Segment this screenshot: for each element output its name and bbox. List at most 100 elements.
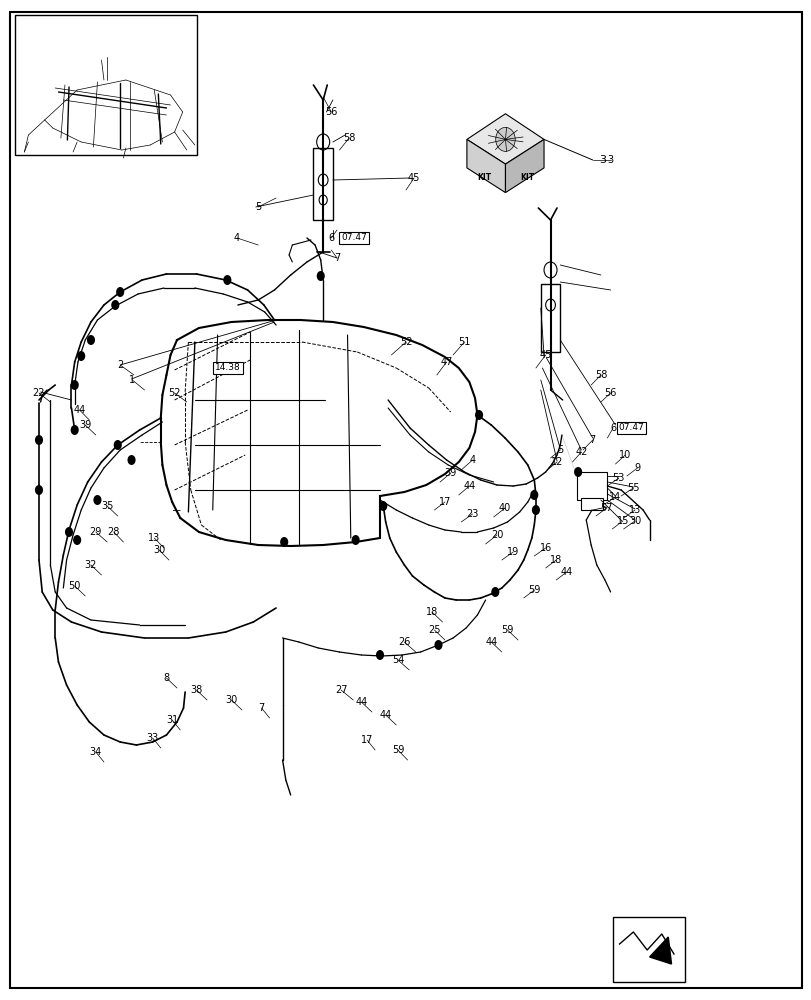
- Circle shape: [474, 410, 483, 420]
- Circle shape: [280, 537, 288, 547]
- Circle shape: [375, 650, 384, 660]
- Text: 14: 14: [608, 492, 621, 502]
- Text: 25: 25: [427, 625, 440, 635]
- Text: 26: 26: [397, 637, 410, 647]
- Text: 44: 44: [462, 481, 475, 491]
- Text: 55: 55: [626, 483, 639, 493]
- Text: 54: 54: [391, 655, 404, 665]
- Circle shape: [316, 271, 324, 281]
- Text: 33: 33: [146, 733, 159, 743]
- Bar: [576, 472, 607, 500]
- Bar: [313, 148, 333, 220]
- Circle shape: [35, 435, 43, 445]
- Text: 1: 1: [129, 375, 135, 385]
- Polygon shape: [466, 139, 504, 193]
- Text: 31: 31: [165, 715, 178, 725]
- Circle shape: [573, 467, 581, 477]
- Circle shape: [93, 495, 101, 505]
- Text: KIT: KIT: [476, 173, 491, 182]
- Text: 27: 27: [334, 685, 347, 695]
- Text: 40: 40: [498, 503, 511, 513]
- Circle shape: [379, 501, 387, 511]
- Text: 12: 12: [550, 457, 563, 467]
- Polygon shape: [649, 937, 671, 964]
- Circle shape: [87, 335, 95, 345]
- Text: 22: 22: [32, 388, 45, 398]
- Text: 42: 42: [574, 447, 587, 457]
- Text: 7: 7: [333, 253, 340, 263]
- Circle shape: [71, 425, 79, 435]
- Text: 3: 3: [607, 155, 613, 165]
- Text: 10: 10: [618, 450, 631, 460]
- Text: 58: 58: [594, 370, 607, 380]
- Circle shape: [434, 640, 442, 650]
- Text: 39: 39: [444, 468, 457, 478]
- Text: 30: 30: [628, 516, 641, 526]
- Text: 17: 17: [438, 497, 451, 507]
- Text: 7: 7: [258, 703, 264, 713]
- Text: 56: 56: [324, 107, 337, 117]
- Circle shape: [531, 505, 539, 515]
- Text: 44: 44: [354, 697, 367, 707]
- Text: 30: 30: [152, 545, 165, 555]
- Circle shape: [223, 275, 231, 285]
- Text: 59: 59: [500, 625, 513, 635]
- Text: 45: 45: [407, 173, 420, 183]
- Text: 9: 9: [633, 463, 640, 473]
- Bar: [15, 15, 197, 155]
- Circle shape: [351, 535, 359, 545]
- Text: 13: 13: [628, 505, 641, 515]
- Text: 14.38: 14.38: [215, 363, 241, 372]
- Text: 57: 57: [599, 503, 612, 513]
- Text: 51: 51: [457, 337, 470, 347]
- Circle shape: [491, 587, 499, 597]
- Text: 17: 17: [360, 735, 373, 745]
- Circle shape: [35, 485, 43, 495]
- Text: 44: 44: [73, 405, 86, 415]
- Text: 3: 3: [599, 155, 605, 165]
- Text: 52: 52: [399, 337, 412, 347]
- Text: 56: 56: [603, 388, 616, 398]
- Text: 13: 13: [148, 533, 161, 543]
- Text: 30: 30: [225, 695, 238, 705]
- Text: 38: 38: [190, 685, 203, 695]
- Text: 8: 8: [163, 673, 169, 683]
- Text: 16: 16: [539, 543, 551, 553]
- Circle shape: [114, 440, 122, 450]
- Text: 29: 29: [89, 527, 102, 537]
- Circle shape: [65, 527, 73, 537]
- Text: 45: 45: [539, 350, 551, 360]
- Text: 20: 20: [490, 530, 503, 540]
- Bar: [580, 498, 603, 510]
- Text: 39: 39: [79, 420, 92, 430]
- Text: 32: 32: [84, 560, 97, 570]
- Text: 6: 6: [328, 233, 334, 243]
- Text: 44: 44: [560, 567, 573, 577]
- Text: 5: 5: [556, 445, 563, 455]
- Text: 59: 59: [527, 585, 540, 595]
- Circle shape: [495, 127, 514, 151]
- Circle shape: [77, 351, 85, 361]
- Text: 52: 52: [168, 388, 181, 398]
- Bar: [612, 917, 684, 982]
- Text: 35: 35: [101, 501, 114, 511]
- Text: 23: 23: [466, 509, 478, 519]
- Text: 07.47: 07.47: [341, 233, 367, 242]
- Circle shape: [71, 380, 79, 390]
- Text: 19: 19: [506, 547, 519, 557]
- Text: 28: 28: [107, 527, 120, 537]
- Circle shape: [73, 535, 81, 545]
- Text: 7: 7: [589, 435, 595, 445]
- Text: 18: 18: [425, 607, 438, 617]
- Text: 50: 50: [68, 581, 81, 591]
- Text: 07.47: 07.47: [618, 424, 644, 432]
- Text: 15: 15: [616, 516, 629, 526]
- Circle shape: [127, 455, 135, 465]
- Text: 44: 44: [379, 710, 392, 720]
- Bar: [540, 284, 560, 352]
- Text: 4: 4: [469, 455, 475, 465]
- Polygon shape: [466, 114, 543, 164]
- Circle shape: [530, 490, 538, 500]
- Polygon shape: [504, 139, 543, 193]
- Text: 59: 59: [391, 745, 404, 755]
